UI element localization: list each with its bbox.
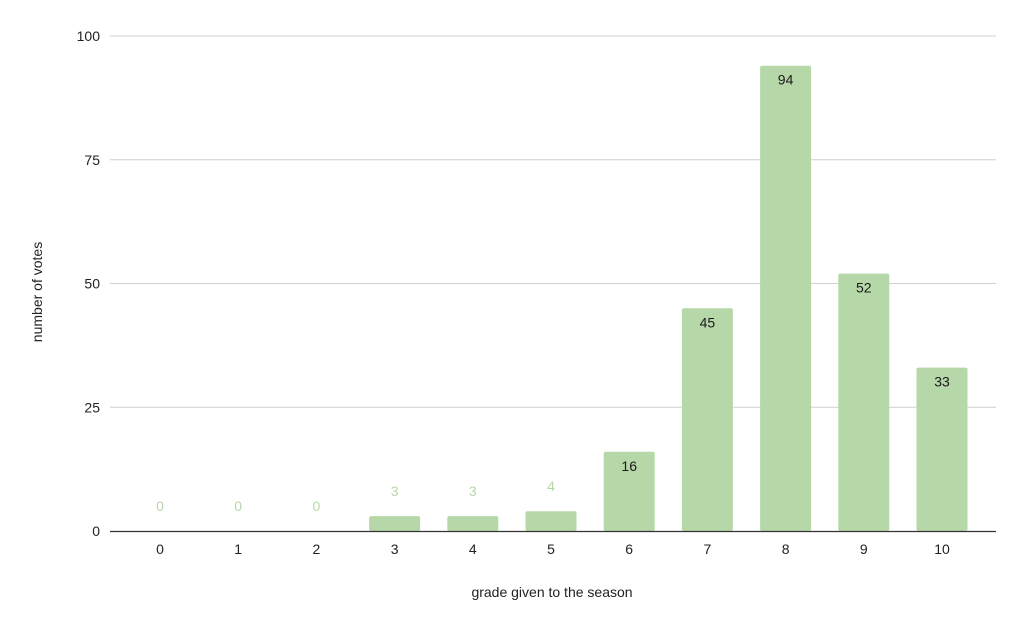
bar [681,308,733,531]
bars [110,65,996,533]
x-tick-label: 5 [547,541,555,557]
y-axis-ticks: 0 25 50 75 100 [77,28,101,539]
x-tick-label: 2 [313,541,321,557]
y-tick-label: 50 [84,276,100,292]
x-tick-label: 4 [469,541,477,557]
bar-value-label: 0 [234,498,242,514]
bar-value-label: 33 [934,374,950,390]
bar-value-label: 3 [391,483,399,499]
bar-value-label: 4 [547,478,555,494]
y-tick-label: 75 [84,152,100,168]
x-tick-label: 9 [860,541,868,557]
bar [447,516,499,531]
bar-value-label: 45 [700,314,716,330]
bar [760,65,812,531]
x-tick-label: 1 [234,541,242,557]
bar [916,367,968,531]
bar-value-label: 0 [313,498,321,514]
bar-value-label: 52 [856,280,872,296]
bar-value-label: 0 [156,498,164,514]
bar-value-label: 3 [469,483,477,499]
bar-value-label: 16 [621,458,637,474]
x-tick-label: 7 [704,541,712,557]
x-axis-ticks: 0 1 2 3 4 5 6 7 8 9 10 [156,541,950,557]
x-tick-label: 10 [934,541,950,557]
y-axis-title: number of votes [29,242,45,342]
y-tick-label: 100 [77,28,101,44]
bar-value-label: 94 [778,72,794,88]
x-tick-label: 8 [782,541,790,557]
y-tick-label: 25 [84,399,100,415]
bar [838,273,890,531]
x-tick-label: 6 [625,541,633,557]
bar [603,451,655,531]
x-tick-label: 3 [391,541,399,557]
x-tick-label: 0 [156,541,164,557]
y-tick-label: 0 [92,523,100,539]
x-axis-title: grade given to the season [471,584,632,600]
bar [525,511,577,531]
bar [369,516,421,531]
